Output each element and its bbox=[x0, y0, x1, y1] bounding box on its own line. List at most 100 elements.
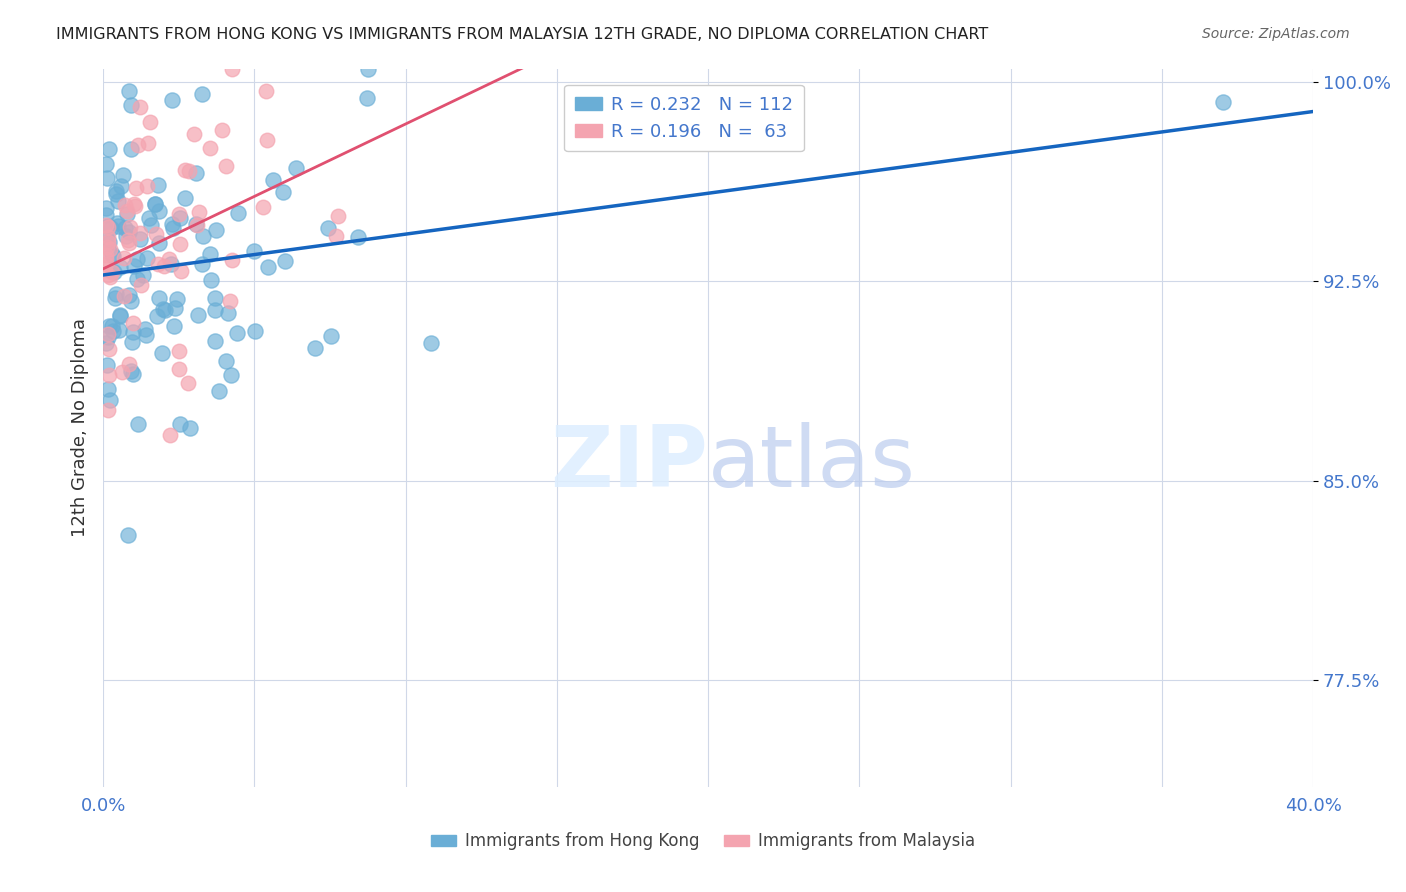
Point bbox=[169, 211, 191, 225]
Point bbox=[117, 233, 139, 247]
Point bbox=[1211, 95, 1233, 110]
Point bbox=[187, 204, 209, 219]
Point bbox=[169, 417, 191, 431]
Point bbox=[131, 277, 153, 292]
Point bbox=[325, 229, 347, 244]
Point bbox=[96, 208, 118, 222]
Point bbox=[127, 137, 149, 152]
Point bbox=[284, 161, 307, 175]
Point bbox=[120, 364, 142, 378]
Point bbox=[153, 259, 176, 273]
Text: ZIP: ZIP bbox=[551, 422, 709, 505]
Point bbox=[174, 191, 197, 205]
Point bbox=[356, 91, 378, 105]
Point bbox=[160, 218, 183, 232]
Point bbox=[117, 527, 139, 541]
Point bbox=[208, 384, 231, 398]
Point bbox=[97, 342, 120, 356]
Point bbox=[159, 428, 181, 442]
Point bbox=[125, 252, 148, 266]
Point bbox=[135, 328, 157, 343]
Point bbox=[100, 221, 122, 235]
Point bbox=[98, 269, 121, 284]
Point bbox=[254, 84, 277, 98]
Point bbox=[217, 305, 239, 319]
Point bbox=[97, 382, 120, 396]
Point bbox=[191, 257, 214, 271]
Point bbox=[107, 194, 129, 209]
Point bbox=[122, 259, 145, 273]
Point bbox=[134, 321, 156, 335]
Point bbox=[98, 319, 121, 334]
Point bbox=[96, 335, 118, 350]
Point bbox=[97, 327, 120, 342]
Point bbox=[186, 218, 208, 232]
Point bbox=[257, 260, 280, 274]
Point bbox=[177, 164, 200, 178]
Point bbox=[198, 141, 221, 155]
Point bbox=[122, 196, 145, 211]
Point bbox=[120, 293, 142, 308]
Point bbox=[108, 260, 131, 274]
Point bbox=[98, 142, 121, 156]
Point bbox=[204, 291, 226, 305]
Point bbox=[420, 336, 443, 351]
Point bbox=[167, 206, 190, 220]
Point bbox=[138, 211, 160, 225]
Point bbox=[167, 344, 190, 359]
Point bbox=[221, 62, 243, 76]
Point bbox=[191, 229, 214, 244]
Point bbox=[127, 417, 149, 431]
Point bbox=[204, 302, 226, 317]
Text: Source: ZipAtlas.com: Source: ZipAtlas.com bbox=[1202, 27, 1350, 41]
Point bbox=[187, 308, 209, 322]
Point bbox=[183, 127, 205, 141]
Point bbox=[115, 207, 138, 221]
Point bbox=[136, 136, 159, 150]
Point bbox=[120, 142, 142, 156]
Point bbox=[143, 197, 166, 211]
Point bbox=[169, 236, 191, 251]
Point bbox=[107, 323, 129, 337]
Point bbox=[124, 181, 146, 195]
Point bbox=[104, 291, 127, 305]
Point bbox=[111, 365, 134, 379]
Point bbox=[97, 220, 120, 235]
Point bbox=[101, 324, 124, 338]
Point bbox=[129, 232, 152, 246]
Point bbox=[96, 218, 118, 232]
Point bbox=[160, 257, 183, 271]
Point bbox=[111, 168, 134, 182]
Point bbox=[169, 362, 191, 376]
Point bbox=[96, 171, 118, 186]
Point bbox=[242, 244, 264, 258]
Point bbox=[141, 219, 163, 233]
Point bbox=[136, 251, 159, 265]
Point bbox=[146, 310, 169, 324]
Point bbox=[100, 247, 122, 261]
Point bbox=[96, 240, 118, 254]
Point bbox=[105, 217, 128, 231]
Point bbox=[143, 197, 166, 211]
Point bbox=[114, 220, 136, 235]
Point bbox=[97, 268, 120, 283]
Point bbox=[184, 166, 207, 180]
Point bbox=[263, 173, 285, 187]
Point bbox=[112, 288, 135, 302]
Point bbox=[97, 235, 120, 249]
Point bbox=[163, 319, 186, 334]
Point bbox=[148, 235, 170, 250]
Point bbox=[107, 219, 129, 233]
Point bbox=[256, 133, 278, 147]
Legend: R = 0.232   N = 112, R = 0.196   N =  63: R = 0.232 N = 112, R = 0.196 N = 63 bbox=[564, 85, 804, 152]
Point bbox=[204, 334, 226, 348]
Point bbox=[146, 178, 169, 192]
Point bbox=[211, 123, 233, 137]
Point bbox=[148, 203, 170, 218]
Point bbox=[157, 252, 180, 267]
Point bbox=[138, 115, 160, 129]
Point bbox=[97, 230, 120, 244]
Point bbox=[110, 179, 132, 194]
Point bbox=[112, 251, 135, 265]
Point bbox=[162, 221, 184, 235]
